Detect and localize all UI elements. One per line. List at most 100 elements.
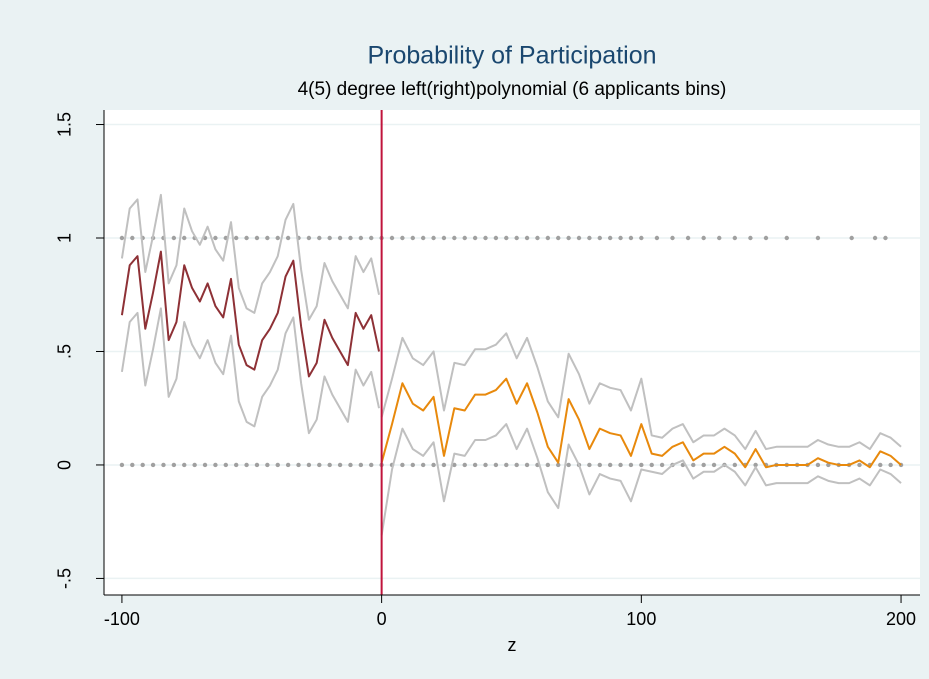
data-point (701, 235, 706, 241)
data-point (140, 462, 145, 468)
x-tick-label: 200 (886, 609, 916, 629)
data-point (566, 462, 571, 468)
data-point (639, 235, 644, 241)
data-point (441, 462, 447, 468)
plot-area (104, 110, 920, 595)
data-point (389, 235, 395, 241)
data-point (182, 462, 187, 468)
data-point (358, 235, 364, 241)
data-point (597, 462, 602, 468)
y-tick-label: 1 (55, 233, 75, 243)
data-point (213, 462, 218, 468)
data-point (171, 235, 177, 241)
data-point (784, 235, 789, 241)
series-line (380, 423, 902, 536)
data-point (420, 235, 426, 241)
data-point (691, 462, 696, 468)
data-point (400, 462, 405, 468)
series-line (120, 193, 381, 321)
data-point (202, 462, 208, 468)
chart-title: Probability of Participation (367, 42, 656, 70)
data-point (327, 235, 332, 241)
data-point (732, 235, 738, 241)
data-point (296, 462, 301, 468)
data-point (732, 462, 738, 468)
data-point (244, 462, 249, 468)
data-point (566, 235, 571, 241)
data-point (192, 462, 197, 468)
y-tick-label: 1.5 (55, 112, 75, 137)
data-point (317, 462, 322, 468)
data-point (254, 235, 260, 241)
data-point (597, 235, 602, 241)
x-tick-label: 0 (377, 609, 387, 629)
data-point (462, 462, 467, 468)
series-line (120, 307, 381, 435)
data-point (306, 235, 312, 241)
series-line (120, 250, 381, 378)
data-point (285, 235, 291, 241)
data-point (493, 235, 499, 241)
data-point (545, 462, 551, 468)
data-point (285, 462, 291, 468)
y-tick-label: .5 (55, 344, 75, 359)
data-point (883, 235, 888, 241)
data-point (556, 235, 561, 241)
data-point (130, 235, 135, 241)
data-point (275, 235, 280, 241)
data-point (472, 235, 478, 241)
data-point (753, 462, 758, 468)
data-point (535, 235, 540, 241)
data-point (337, 462, 343, 468)
x-axis-label: z (508, 635, 517, 655)
y-tick-label: 0 (55, 460, 75, 470)
chart-subtitle: 4(5) degree left(right)polynomial (6 app… (298, 79, 727, 100)
data-point (410, 235, 415, 241)
data-point (337, 235, 343, 241)
data-point (748, 235, 753, 241)
grid (104, 123, 920, 580)
data-point (306, 462, 312, 468)
data-point (576, 235, 582, 241)
data-point (358, 462, 364, 468)
data-point (400, 235, 405, 241)
data-point (504, 235, 509, 241)
data-point (504, 462, 509, 468)
data-point (685, 235, 691, 241)
data-point (420, 462, 426, 468)
data-point (483, 235, 488, 241)
data-point (369, 235, 374, 241)
data-point (130, 462, 135, 468)
data-point (462, 235, 467, 241)
axes: -.5 0 .5 1 1.5 -100 0 100 200 (55, 110, 920, 629)
data-point (441, 235, 447, 241)
data-point (327, 462, 332, 468)
data-point (872, 235, 878, 241)
data-point (654, 235, 660, 241)
data-point (618, 462, 623, 468)
data-point (607, 235, 613, 241)
data-point (233, 462, 239, 468)
data-point (233, 235, 239, 241)
data-point (119, 462, 125, 468)
data-point (524, 462, 530, 468)
data-point (888, 462, 893, 468)
data-point (348, 462, 353, 468)
data-point (849, 235, 854, 241)
data-point (119, 235, 125, 241)
data-point (369, 462, 374, 468)
data-point (815, 235, 821, 241)
data-point (275, 462, 280, 468)
y-tick-label: -.5 (55, 568, 75, 589)
data-point (161, 462, 166, 468)
data-point (483, 462, 488, 468)
data-point (618, 235, 623, 241)
data-point (431, 235, 436, 241)
data-point (815, 462, 821, 468)
data-point (587, 462, 592, 468)
data-point (223, 462, 229, 468)
data-point (431, 462, 436, 468)
data-point (649, 462, 654, 468)
data-point (639, 462, 644, 468)
